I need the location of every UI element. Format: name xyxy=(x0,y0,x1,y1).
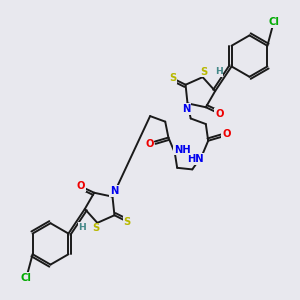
Text: S: S xyxy=(92,224,99,233)
Text: S: S xyxy=(169,74,176,83)
Text: H: H xyxy=(215,67,223,76)
Text: N: N xyxy=(110,186,118,196)
Text: H: H xyxy=(78,223,86,232)
Text: O: O xyxy=(145,139,154,149)
Text: O: O xyxy=(215,109,224,118)
Text: S: S xyxy=(201,67,208,76)
Text: Cl: Cl xyxy=(21,273,32,283)
Text: NH: NH xyxy=(174,145,190,154)
Text: Cl: Cl xyxy=(268,17,279,27)
Text: S: S xyxy=(124,217,131,226)
Text: O: O xyxy=(76,182,85,191)
Text: HN: HN xyxy=(187,154,204,164)
Text: O: O xyxy=(222,129,231,140)
Text: N: N xyxy=(182,104,190,114)
